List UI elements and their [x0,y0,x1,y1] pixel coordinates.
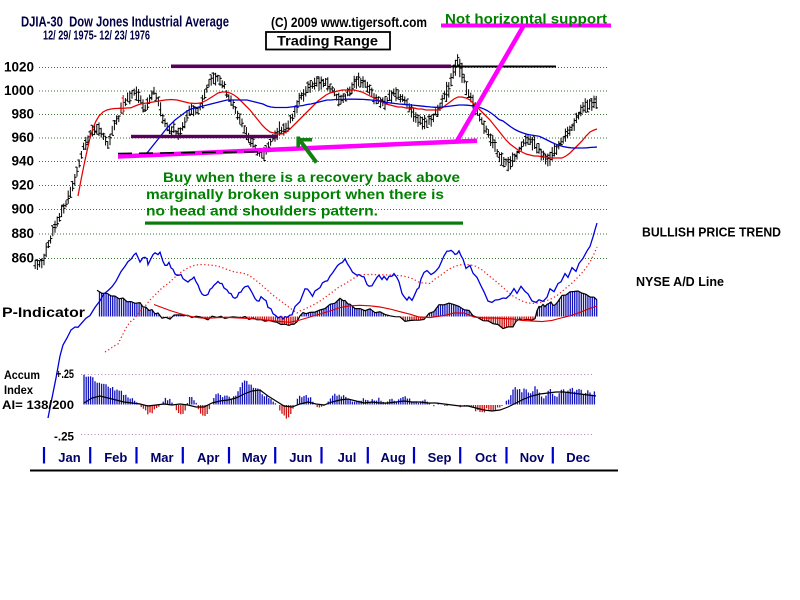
svg-text:960: 960 [11,130,34,145]
svg-text:Jan: Jan [58,450,80,465]
svg-text:Accum: Accum [4,368,40,382]
svg-text:-.25: -.25 [54,432,75,444]
svg-text:Sep: Sep [428,450,452,465]
svg-text:12/ 29/ 1975- 12/ 23/ 1976: 12/ 29/ 1975- 12/ 23/ 1976 [43,28,150,43]
svg-text:NYSE A/D Line: NYSE A/D Line [636,274,724,289]
svg-text:860: 860 [11,251,34,266]
svg-text:no head and shoulders pattern.: no head and shoulders pattern. [146,203,378,219]
svg-text:DJIA-30 Dow Jones Industrial: DJIA-30 Dow Jones Industrial Average [21,14,229,31]
svg-text:900: 900 [11,202,34,217]
svg-text:Nov: Nov [520,450,545,465]
svg-text:BULLISH PRICE TREND: BULLISH PRICE TREND [642,225,781,240]
svg-text:880: 880 [11,226,34,241]
svg-text:Oct: Oct [475,450,497,465]
svg-text:May: May [242,450,268,465]
svg-text:920: 920 [11,178,34,193]
svg-text:+.25: +.25 [56,369,74,381]
svg-text:marginally broken support when: marginally broken support when there is [146,186,444,202]
svg-text:Mar: Mar [150,450,173,465]
svg-text:1000: 1000 [4,83,34,98]
svg-text:Aug: Aug [381,450,406,465]
svg-text:980: 980 [11,107,34,122]
svg-text:940: 940 [11,154,34,169]
svg-text:Index: Index [4,383,33,397]
svg-text:P-Indicator: P-Indicator [2,305,86,320]
svg-text:(C) 2009 www.tigersoft.com: (C) 2009 www.tigersoft.com [271,15,427,30]
svg-text:Apr: Apr [197,450,219,465]
svg-text:1020: 1020 [4,60,34,75]
svg-text:Trading Range: Trading Range [277,33,378,49]
svg-text:Jun: Jun [289,450,312,465]
svg-text:Dec: Dec [566,450,590,465]
svg-text:Not horizontal support: Not horizontal support [445,11,607,27]
svg-text:Jul: Jul [338,450,357,465]
svg-text:Feb: Feb [104,450,127,465]
svg-text:AI= 138/200: AI= 138/200 [2,398,74,412]
svg-text:Buy when there is a recovery b: Buy when there is a recovery back above [163,169,460,185]
